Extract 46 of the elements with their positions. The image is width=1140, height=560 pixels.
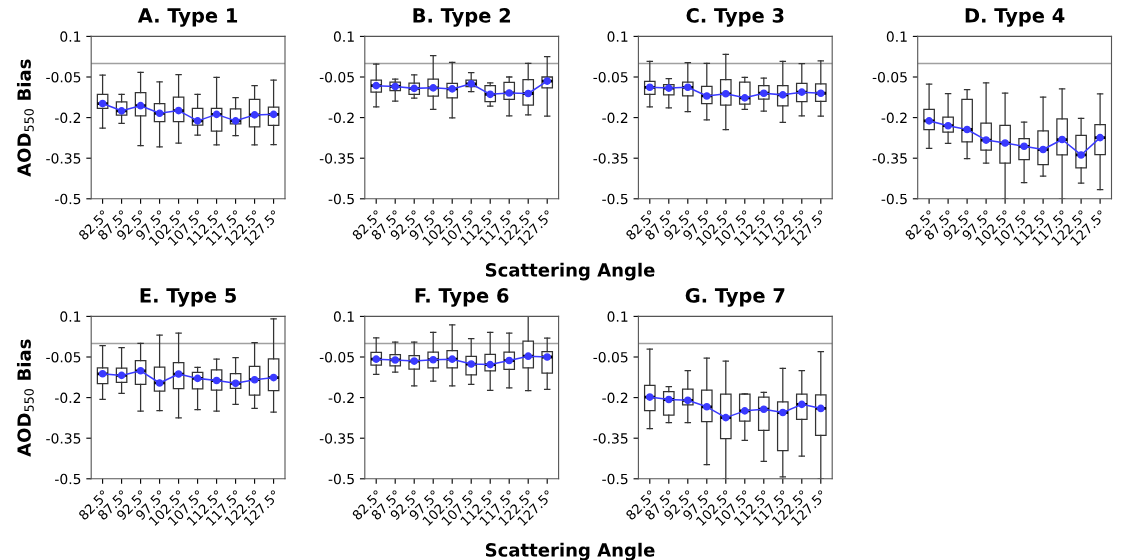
chart-title: B. Type 2	[413, 8, 511, 27]
y-tick-label: -0.35	[593, 153, 628, 164]
y-tick-label: 0.1	[886, 31, 907, 42]
y-tick-label: -0.05	[46, 71, 81, 83]
y-tick-label: -0.05	[46, 351, 81, 363]
y-tick-label: -0.35	[593, 433, 628, 444]
chart-title: A. Type 1	[137, 8, 238, 27]
y-tick-label: -0.5	[55, 473, 81, 485]
chart-title: G. Type 7	[685, 288, 785, 307]
y-tick-label: -0.35	[46, 433, 81, 444]
chart-title: C. Type 3	[686, 8, 784, 27]
chart-title: E. Type 5	[140, 288, 236, 307]
y-tick-label: -0.05	[319, 71, 354, 83]
y-tick-label: -0.2	[602, 112, 628, 124]
y-tick-label: -0.2	[881, 112, 907, 124]
x-axis-title: Scattering Angle	[485, 542, 655, 560]
y-tick-label: -0.5	[55, 193, 81, 205]
y-tick-label: -0.35	[46, 153, 81, 164]
y-axis-title: AOD$_{550}$ Bias	[16, 339, 34, 457]
x-axis-title: Scattering Angle	[485, 262, 655, 281]
y-tick-label: -0.05	[593, 351, 628, 363]
y-tick-label: -0.35	[872, 153, 907, 164]
y-tick-label: -0.5	[328, 193, 354, 205]
y-tick-label: 0.1	[607, 31, 628, 42]
y-axis-title: AOD$_{550}$ Bias	[16, 59, 34, 177]
y-tick-label: 0.1	[333, 311, 354, 322]
y-tick-label: 0.1	[60, 31, 81, 42]
chart-title: D. Type 4	[965, 8, 1065, 27]
y-tick-label: -0.35	[319, 153, 354, 164]
y-tick-label: -0.5	[602, 193, 628, 205]
y-tick-label: 0.1	[607, 311, 628, 322]
y-tick-label: -0.05	[319, 351, 354, 363]
y-tick-label: -0.2	[55, 112, 81, 124]
y-tick-label: -0.2	[602, 392, 628, 404]
y-tick-label: -0.5	[881, 193, 907, 205]
y-tick-label: -0.2	[328, 112, 354, 124]
chart-title: F. Type 6	[415, 288, 509, 307]
y-tick-label: -0.05	[593, 71, 628, 83]
y-tick-label: 0.1	[333, 31, 354, 42]
y-tick-label: -0.5	[602, 473, 628, 485]
y-tick-label: -0.2	[328, 392, 354, 404]
y-tick-label: -0.35	[319, 433, 354, 444]
y-tick-label: 0.1	[60, 311, 81, 322]
y-tick-label: -0.2	[55, 392, 81, 404]
y-tick-label: -0.05	[872, 71, 907, 83]
y-tick-label: -0.5	[328, 473, 354, 485]
